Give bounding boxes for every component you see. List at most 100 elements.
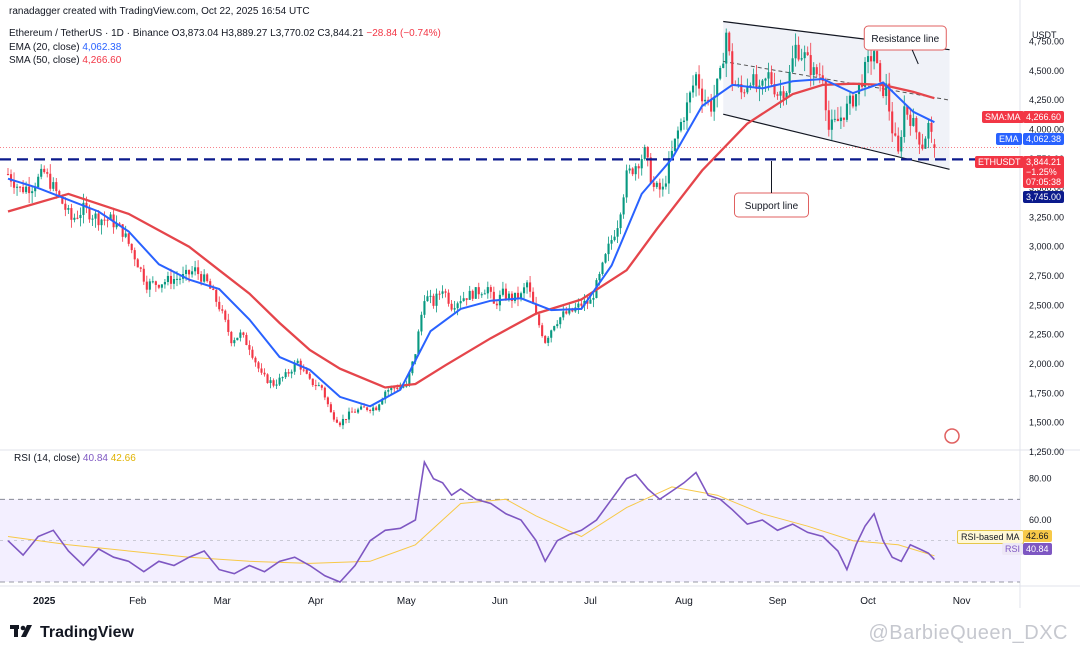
candle-up xyxy=(191,271,194,275)
candle-up xyxy=(867,56,870,62)
sma-price-badge: 4,266.60 xyxy=(1023,111,1065,123)
candle-down xyxy=(698,74,701,89)
candle-down xyxy=(6,174,10,176)
candle-up xyxy=(863,61,867,87)
candle-down xyxy=(133,250,136,260)
candle-down xyxy=(154,281,157,285)
candle-down xyxy=(142,268,145,282)
rsi-legend[interactable]: RSI (14, close) 40.84 42.66 xyxy=(14,453,136,464)
candle-down xyxy=(251,349,254,358)
candle-down xyxy=(646,147,649,158)
sma-legend[interactable]: SMA (50, close) 4,266.60 xyxy=(9,55,121,66)
sma-legend-value: 4,266.60 xyxy=(82,55,122,66)
candle-up xyxy=(486,287,489,294)
rsi-legend-ma-value: 42.66 xyxy=(110,453,136,464)
candle-down xyxy=(447,292,450,304)
candle-up xyxy=(372,407,375,411)
price-tick-label: 1,250.00 xyxy=(1029,447,1064,457)
candle-down xyxy=(773,84,776,95)
candle-down xyxy=(532,291,535,304)
candle-up xyxy=(480,294,483,296)
candle-up xyxy=(927,122,930,139)
candle-up xyxy=(900,136,903,152)
high-label: H xyxy=(221,28,229,39)
ema-legend[interactable]: EMA (20, close) 4,062.38 xyxy=(9,42,121,53)
currency-label[interactable]: USDT xyxy=(1032,30,1057,40)
time-tick-label: Feb xyxy=(129,596,147,607)
candle-down xyxy=(510,293,514,301)
candle-down xyxy=(827,110,830,130)
candle-up xyxy=(417,331,420,355)
candle-down xyxy=(538,314,541,326)
candle-up xyxy=(25,186,28,193)
candle-down xyxy=(224,310,227,320)
candle-down xyxy=(311,378,314,386)
candle-up xyxy=(275,384,278,386)
candle-up xyxy=(522,287,526,294)
candle-down xyxy=(879,63,882,82)
candle-up xyxy=(725,32,728,64)
time-tick-label: Jul xyxy=(584,596,597,607)
candle-down xyxy=(272,380,275,386)
candle-down xyxy=(206,274,209,282)
last-price-change: −1.25% xyxy=(1026,167,1057,177)
candle-down xyxy=(227,319,230,332)
candle-down xyxy=(287,372,290,374)
candle-up xyxy=(619,214,622,229)
candle-down xyxy=(302,369,305,371)
sma-legend-label: SMA (50, close) xyxy=(9,55,80,66)
candle-down xyxy=(755,74,758,89)
candle-up xyxy=(483,293,486,295)
candle-up xyxy=(94,213,97,219)
candle-up xyxy=(402,386,405,388)
candle-down xyxy=(909,114,912,126)
candle-up xyxy=(622,197,625,215)
indicator-lines xyxy=(0,77,1020,408)
candle-down xyxy=(930,122,933,132)
candle-down xyxy=(797,44,800,60)
support-callout-text: Support line xyxy=(745,201,799,212)
symbol-title[interactable]: Ethereum / TetherUS · 1D · Binance xyxy=(9,28,169,39)
candle-up xyxy=(426,296,429,302)
price-tick-label: 3,000.00 xyxy=(1029,242,1064,252)
candle-down xyxy=(200,274,203,282)
candle-up xyxy=(839,117,842,122)
candle-up xyxy=(166,275,169,283)
candle-down xyxy=(263,372,266,375)
rsi-ma-badge-value: 42.66 xyxy=(1023,530,1052,542)
tradingview-mark-icon xyxy=(10,625,32,637)
candle-down xyxy=(450,303,453,310)
candle-down xyxy=(323,387,326,398)
candle-down xyxy=(64,203,67,210)
tradingview-logo[interactable]: TradingView xyxy=(10,624,134,642)
candle-down xyxy=(254,357,257,363)
candle-down xyxy=(565,311,568,314)
candle-up xyxy=(341,418,345,426)
candle-up xyxy=(785,92,788,99)
price-tick-label: 4,000.00 xyxy=(1029,124,1064,134)
candle-up xyxy=(616,228,619,237)
candle-down xyxy=(631,168,634,175)
candle-up xyxy=(501,288,504,295)
candle-up xyxy=(667,158,670,184)
candle-down xyxy=(46,172,49,174)
support-level-badge: 3,745.00 xyxy=(1023,191,1065,203)
candle-down xyxy=(492,291,495,304)
candle-down xyxy=(824,80,827,111)
last-price-badge: 3,844.21 −1.25% 07:05:38 xyxy=(1023,156,1065,188)
candle-down xyxy=(136,259,139,268)
low-label: L xyxy=(270,28,276,39)
candle-up xyxy=(236,337,239,341)
candle-up xyxy=(423,301,426,315)
candle-up xyxy=(682,120,686,123)
time-tick-label: 2025 xyxy=(33,596,56,607)
creator-line: ranadagger created with TradingView.com,… xyxy=(9,6,310,17)
candle-down xyxy=(169,275,173,284)
ema-badge: EMA xyxy=(996,133,1022,145)
candle-down xyxy=(366,407,369,411)
candle-up xyxy=(704,99,707,102)
time-tick-label: May xyxy=(397,596,416,607)
candle-down xyxy=(535,303,538,315)
candle-up xyxy=(31,191,34,194)
